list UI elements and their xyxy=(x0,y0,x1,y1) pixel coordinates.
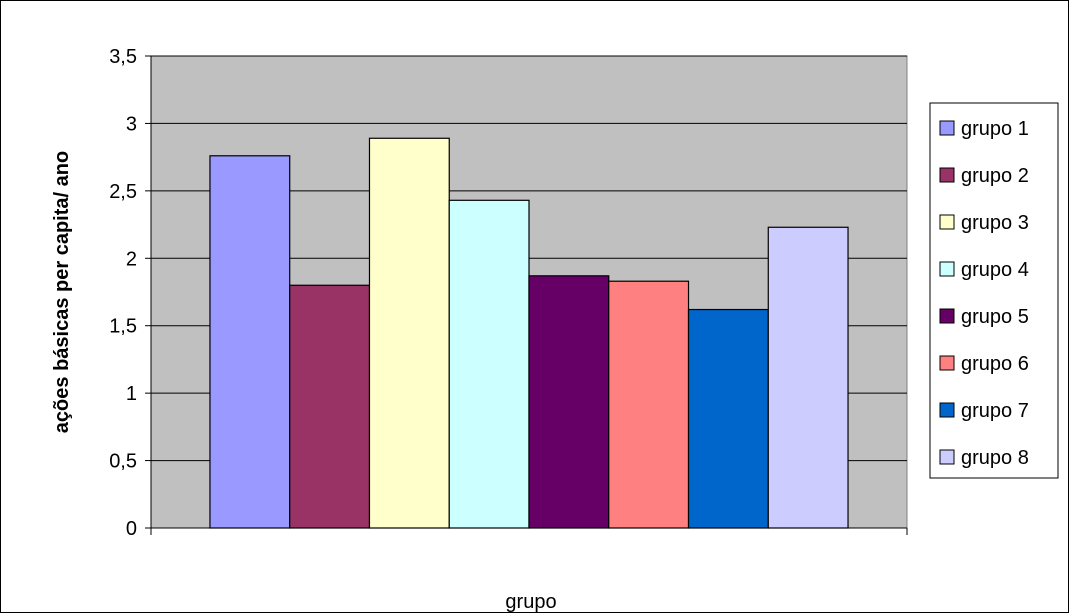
y-axis-title: ações básicas per capita/ ano xyxy=(51,151,73,433)
bar-grupo-7 xyxy=(687,308,769,529)
y-tick-label: 2 xyxy=(126,248,137,270)
legend-swatch xyxy=(939,214,955,230)
legend-label: grupo 1 xyxy=(961,118,1029,140)
legend-swatch xyxy=(939,449,955,465)
y-tick-label: 3 xyxy=(126,113,137,135)
y-tick-label: 0 xyxy=(126,518,137,540)
x-axis-title: grupo xyxy=(505,591,556,613)
legend-swatch xyxy=(939,308,955,324)
legend-label: grupo 4 xyxy=(961,259,1029,281)
legend-label: grupo 2 xyxy=(961,165,1029,187)
bar-grupo-4 xyxy=(448,199,530,529)
legend-swatch xyxy=(939,261,955,277)
legend-swatch xyxy=(939,167,955,183)
legend-label: grupo 8 xyxy=(961,447,1029,469)
legend-label: grupo 5 xyxy=(961,306,1029,328)
y-tick-label: 2,5 xyxy=(109,181,137,203)
bar-grupo-2 xyxy=(289,284,371,529)
bar-grupo-3 xyxy=(368,137,450,529)
legend: grupo 1 grupo 2 grupo 3 grupo 4 grupo 5 grupo… xyxy=(929,102,1059,479)
y-tick-label: 0,5 xyxy=(109,451,137,473)
legend-swatch xyxy=(939,120,955,136)
bar-grupo-1 xyxy=(209,155,291,529)
legend-swatch xyxy=(939,355,955,371)
bars xyxy=(209,137,849,529)
bar-grupo-8 xyxy=(767,226,849,529)
legend-label: grupo 7 xyxy=(961,400,1029,422)
bar-grupo-6 xyxy=(608,280,690,529)
legend-label: grupo 6 xyxy=(961,353,1029,375)
y-tick-label: 3,5 xyxy=(109,46,137,68)
bar-grupo-5 xyxy=(528,275,610,529)
y-tick-label: 1 xyxy=(126,383,137,405)
legend-label: grupo 3 xyxy=(961,212,1029,234)
axes: 0 0,5 1 1,5 2 2,5 3 3,5 xyxy=(109,46,908,540)
y-tick-label: 1,5 xyxy=(109,316,137,338)
legend-swatch xyxy=(939,402,955,418)
